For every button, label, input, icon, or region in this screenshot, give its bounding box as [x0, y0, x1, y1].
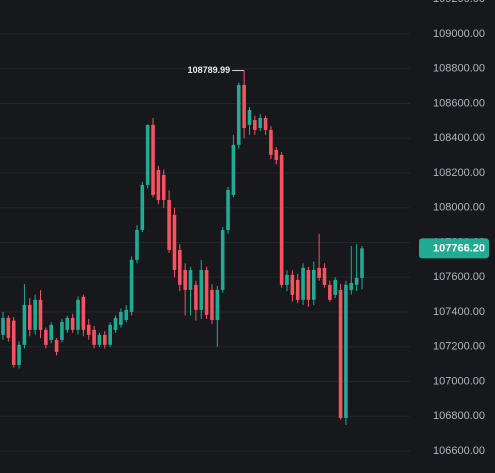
candle-body	[290, 274, 295, 295]
candle-body	[226, 189, 230, 230]
candle-body	[108, 324, 112, 345]
y-tick-label: 106600.00	[433, 445, 485, 457]
candle-body	[65, 317, 70, 330]
candle-body	[11, 320, 16, 365]
candle-body	[119, 311, 123, 325]
candle-body	[354, 277, 359, 285]
candle-body	[253, 120, 257, 130]
candle-body	[151, 124, 155, 195]
y-tick-label: 108000.00	[433, 202, 485, 214]
candle-body	[183, 269, 187, 290]
candle-body	[247, 109, 252, 125]
candle-body	[306, 269, 311, 300]
high-marker-label: 108789.99	[188, 65, 231, 75]
candle-body	[333, 279, 338, 295]
candle-body	[263, 117, 268, 130]
y-tick-label: 109200.00	[433, 0, 485, 5]
candle-body	[242, 84, 246, 129]
y-tick-label: 108200.00	[433, 167, 485, 179]
candle-body	[156, 169, 161, 200]
candle-body	[44, 329, 48, 345]
last-price-box	[419, 238, 489, 259]
candle-body	[279, 154, 284, 285]
candle-body	[49, 324, 54, 340]
y-tick-label: 108400.00	[433, 132, 485, 144]
candle-body	[301, 267, 305, 300]
y-tick-label: 107200.00	[433, 341, 485, 353]
y-tick-label: 108800.00	[433, 63, 485, 75]
y-tick-label: 106800.00	[433, 410, 485, 422]
candle-body	[38, 299, 43, 330]
candle-body	[135, 229, 139, 260]
candle-body	[33, 299, 37, 330]
y-tick-label: 107600.00	[433, 271, 485, 283]
candle-body	[188, 269, 193, 290]
y-tick-label: 107000.00	[433, 375, 485, 387]
candle-body	[210, 289, 214, 320]
candle-body	[360, 248, 364, 278]
candle-body	[178, 249, 182, 285]
candle-body	[103, 334, 107, 345]
candle-body	[204, 269, 209, 315]
candle-body	[17, 344, 21, 365]
candle-body	[258, 117, 262, 129]
candle-body	[338, 289, 343, 418]
candle-body	[22, 304, 27, 345]
candle-body	[274, 149, 279, 160]
candle-body	[322, 267, 327, 285]
candle-body	[236, 84, 241, 145]
candle-body	[6, 317, 11, 338]
last-price-label: 107766.20	[433, 242, 485, 254]
candle-body	[295, 279, 300, 300]
candle-body	[328, 284, 332, 300]
candle-body	[97, 334, 102, 345]
candle-body	[199, 269, 204, 310]
candle-body	[311, 269, 316, 300]
candle-body	[86, 324, 91, 335]
y-axis: 106600.00 106800.00 107000.00 107200.00 1074…	[419, 0, 489, 457]
candle-body	[140, 184, 145, 230]
candle-body	[54, 339, 59, 352]
candle-body	[269, 129, 273, 155]
candle-body	[70, 317, 75, 330]
candle-body	[124, 309, 129, 320]
candle-body	[1, 317, 5, 335]
candle-body	[92, 329, 96, 345]
candle-body	[231, 144, 236, 195]
candle-body	[129, 259, 134, 312]
y-tick-label: 108600.00	[433, 97, 485, 109]
candle-body	[285, 274, 289, 285]
candle-body	[161, 174, 166, 200]
candle-body	[194, 284, 198, 310]
candle-body	[349, 282, 354, 290]
candle-body	[113, 317, 118, 330]
candle-body	[215, 289, 220, 320]
candles: 108789.99	[1, 65, 364, 425]
candle-body	[27, 304, 32, 330]
candle-body	[344, 284, 348, 418]
candle-body	[145, 124, 150, 185]
y-tick-label: 107400.00	[433, 306, 485, 318]
candle-body	[172, 214, 177, 270]
candle-body	[76, 299, 80, 330]
candle-body	[167, 199, 171, 250]
y-tick-label: 109000.00	[433, 28, 485, 40]
candle-body	[317, 267, 321, 278]
candle-body	[81, 296, 86, 330]
candle-body	[220, 229, 225, 290]
candle-body	[60, 321, 64, 340]
